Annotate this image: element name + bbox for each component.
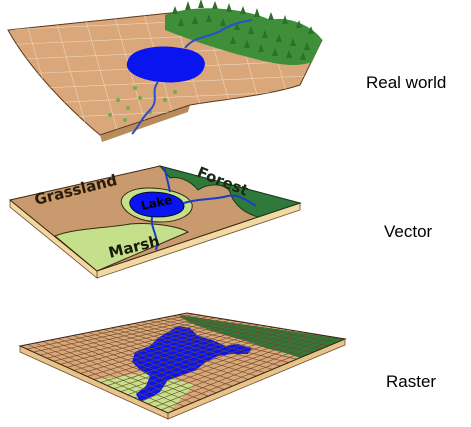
- raster-label: Raster: [386, 372, 436, 391]
- real-world-lake: [126, 46, 205, 83]
- raster-water-cells: [132, 326, 252, 402]
- real-world-scattered-shrubs: [108, 86, 177, 122]
- raster-grid-line: [171, 315, 329, 347]
- real-world-terrain-side: [100, 105, 190, 142]
- real-world-trees: [172, 0, 314, 60]
- vector-river-south: [150, 216, 158, 251]
- raster-grid-line: [161, 337, 338, 411]
- vector-river-east: [183, 194, 257, 207]
- raster-grid-line: [111, 327, 265, 373]
- vector-label: Vector: [384, 222, 433, 241]
- raster-grid-line: [114, 329, 288, 389]
- raster-panel: [18, 312, 347, 420]
- raster-grid-line: [133, 323, 289, 363]
- real-world-river-north: [184, 19, 253, 49]
- raster-grid-line: [118, 326, 273, 370]
- vector-river-north: [163, 166, 171, 193]
- vector-forest-region: [158, 165, 302, 218]
- vector-label-lake: Lake: [140, 193, 174, 213]
- raster-grid-line: [140, 333, 317, 402]
- raster-grid-line: [141, 321, 297, 360]
- raster-grid-line: [148, 320, 305, 357]
- real-world-panel: [7, 0, 323, 142]
- raster-grid-line: [179, 314, 338, 343]
- raster-grid-line: [100, 326, 274, 383]
- raster-grid-line: [156, 318, 313, 353]
- vector-lake-region: [129, 191, 185, 218]
- raster-grid-line: [154, 336, 331, 408]
- real-world-river-south: [131, 81, 159, 135]
- vector-panel: Grassland Forest Lake Marsh: [8, 163, 302, 279]
- raster-grid-line: [164, 317, 321, 350]
- raster-outline: [18, 312, 347, 414]
- raster-grid-line: [93, 325, 267, 380]
- raster-grid-line: [127, 331, 303, 396]
- raster-grid-line: [107, 328, 281, 386]
- real-world-label: Real world: [366, 73, 446, 92]
- raster-grid-line: [134, 332, 310, 399]
- raster-grid-line: [126, 324, 281, 367]
- raster-grid-line: [120, 330, 295, 392]
- raster-grid-line: [147, 335, 324, 405]
